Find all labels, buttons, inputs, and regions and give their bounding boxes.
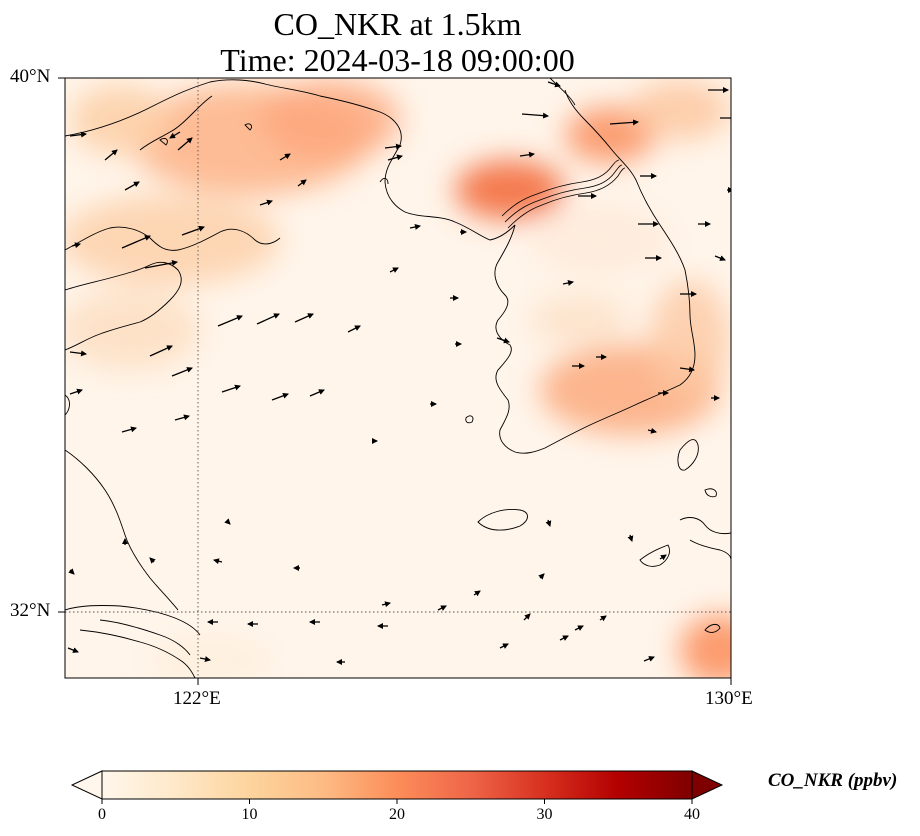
wind-arrow [297, 179, 307, 187]
colorbar-tick-40: 40 [684, 806, 700, 823]
wind-arrow [521, 112, 549, 119]
wind-arrow [562, 280, 574, 286]
map-frame [64, 77, 732, 679]
lat-tick-32n: 32°N [10, 600, 51, 621]
wind-arrow [309, 389, 325, 397]
wind-arrow [381, 601, 391, 608]
wind-arrow [121, 426, 137, 433]
colorbar-gradient [101, 770, 693, 800]
wind-arrow [659, 554, 667, 561]
wind-arrow [217, 315, 243, 327]
colorbar [70, 770, 724, 804]
wind-arrow [199, 656, 211, 662]
concentration-field [65, 78, 731, 678]
wind-arrow [104, 149, 118, 161]
wind-arrow [174, 414, 190, 421]
wind-arrow [679, 366, 695, 373]
lat-tick-40n: 40°N [10, 66, 51, 87]
wind-arrow [574, 625, 584, 631]
wind-arrow [259, 199, 273, 206]
wind-arrow [124, 181, 140, 191]
lon-tick-122e: 122°E [173, 688, 221, 709]
wind-arrow [387, 154, 403, 161]
wind-arrow [121, 235, 151, 249]
wind-arrow [181, 225, 205, 236]
wind-arrow [384, 143, 402, 150]
wind-arrow [647, 427, 657, 434]
wind-arrow [559, 635, 569, 641]
wind-arrow [144, 259, 178, 269]
title-line-1: CO_NKR at 1.5km [273, 6, 522, 42]
wind-arrow [68, 568, 75, 575]
wind-arrow [294, 313, 314, 323]
colorbar-tick-0: 0 [98, 806, 106, 823]
wind-arrow [627, 534, 634, 542]
colorbar-tick-30: 30 [536, 806, 553, 823]
wind-arrow [547, 81, 561, 88]
wind-arrow [519, 151, 535, 158]
lon-tick-130e: 130°E [705, 688, 753, 709]
wind-arrow [545, 519, 552, 527]
wind-arrow [169, 131, 181, 139]
axis-ticks [58, 77, 732, 685]
wind-arrow [149, 345, 173, 357]
wind-arrow [221, 384, 241, 393]
title-line-2: Time: 2024-03-18 09:00:00 [220, 42, 575, 78]
colorbar-max-extend [691, 770, 724, 800]
wind-arrow [224, 518, 231, 525]
wind-arrow [643, 656, 655, 662]
gridlines [65, 78, 731, 678]
wind-arrow [496, 337, 510, 344]
wind-arrow [499, 643, 509, 649]
wind-arrow [69, 388, 83, 395]
wind-arrow [523, 613, 531, 621]
colorbar-tick-20: 20 [389, 806, 405, 823]
wind-arrow [279, 153, 291, 161]
wind-arrow [69, 350, 87, 357]
colorbar-min-extend [70, 770, 103, 800]
wind-arrow [271, 392, 289, 401]
colorbar-label: CO_NKR (ppbv) [768, 770, 898, 791]
wind-arrow [538, 573, 545, 580]
wind-arrow [256, 313, 280, 325]
wind-arrow [599, 615, 607, 622]
wind-arrow [409, 224, 421, 230]
wind-arrow [149, 557, 156, 564]
colorbar-tick-10: 10 [241, 806, 258, 823]
wind-arrow [213, 558, 223, 565]
wind-arrow [177, 137, 193, 151]
wind-arrow [347, 325, 361, 333]
wind-arrow [714, 255, 726, 261]
wind-arrow [67, 647, 79, 653]
wind-arrow [71, 242, 81, 249]
coastlines [65, 78, 731, 678]
korea-border [501, 159, 626, 229]
wind-arrow [437, 605, 447, 611]
wind-arrow [69, 131, 87, 138]
wind-arrow [473, 590, 481, 597]
wind-vectors [67, 81, 731, 665]
wind-arrow [171, 367, 193, 377]
wind-arrow [609, 119, 639, 126]
wind-arrow [389, 267, 399, 273]
